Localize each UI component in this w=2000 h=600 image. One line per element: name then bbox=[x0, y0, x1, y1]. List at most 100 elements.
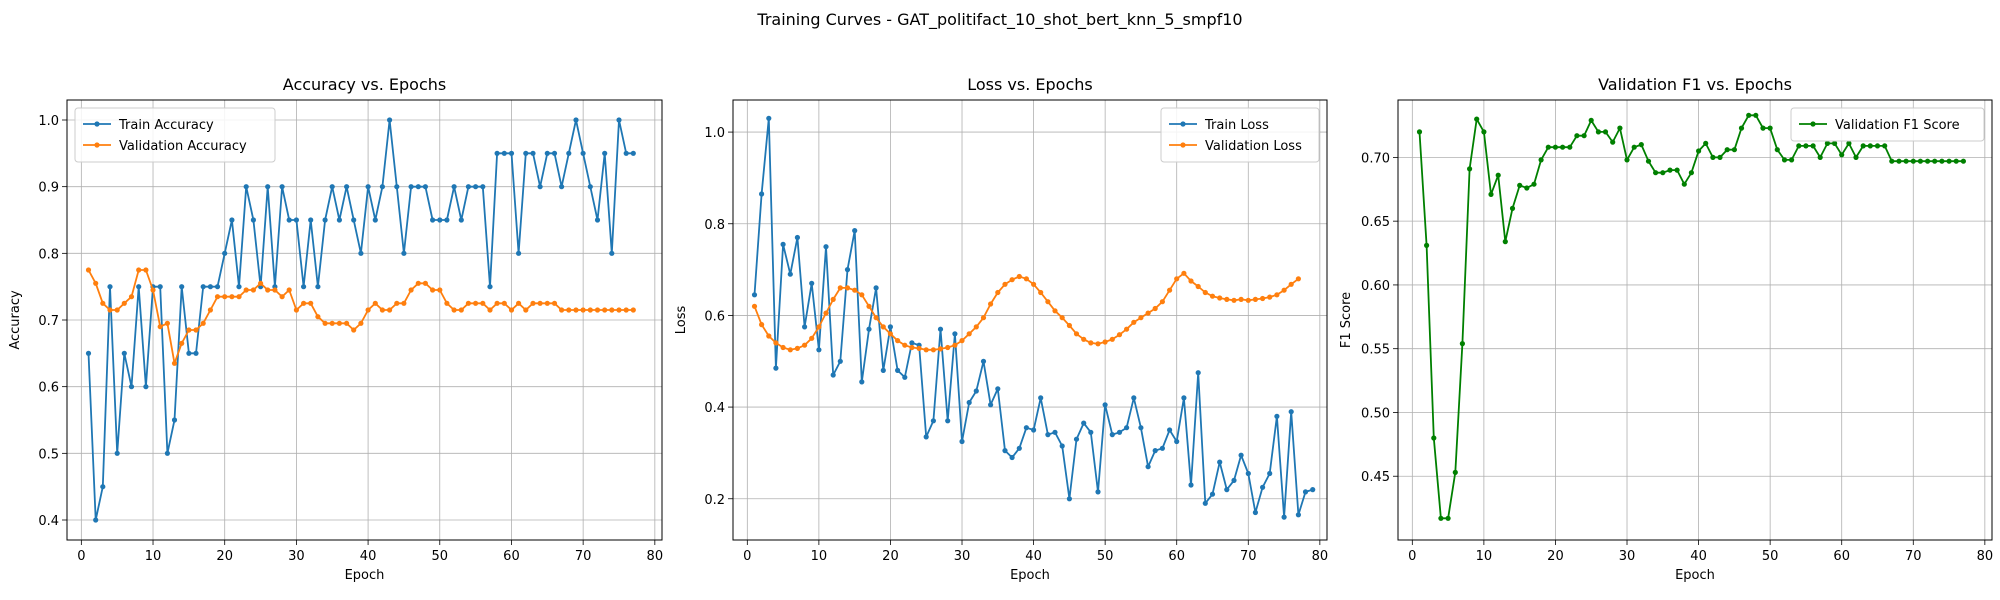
data-point bbox=[930, 347, 937, 353]
data-point bbox=[1217, 459, 1223, 465]
data-point bbox=[258, 280, 264, 286]
data-point bbox=[530, 150, 536, 156]
chart-panel-2: 0 10 20 30 40 50 60 70 80 0.2 0.4 0.6 0.8 1.0 Loss vs.… bbox=[674, 75, 1328, 583]
data-point bbox=[1467, 166, 1473, 172]
data-point bbox=[93, 517, 99, 523]
data-point bbox=[1753, 112, 1759, 118]
data-point bbox=[136, 284, 142, 290]
data-point bbox=[143, 267, 149, 273]
data-point bbox=[1095, 489, 1101, 495]
data-point bbox=[487, 284, 493, 290]
data-point bbox=[787, 271, 793, 277]
data-point bbox=[1560, 144, 1566, 150]
data-point bbox=[859, 292, 865, 298]
data-point bbox=[1774, 147, 1780, 153]
data-point bbox=[372, 300, 378, 306]
legend-box bbox=[74, 107, 276, 163]
data-point bbox=[1159, 299, 1165, 305]
data-point bbox=[1731, 147, 1737, 153]
data-point bbox=[1882, 143, 1888, 149]
x-tick-label: 0 bbox=[77, 549, 85, 564]
data-point bbox=[587, 184, 593, 190]
data-point bbox=[1674, 167, 1680, 173]
data-point bbox=[1803, 143, 1809, 149]
data-point bbox=[430, 217, 436, 223]
data-point bbox=[286, 287, 292, 293]
data-point bbox=[516, 250, 522, 256]
data-point bbox=[1796, 143, 1802, 149]
data-point bbox=[1438, 515, 1444, 521]
data-point bbox=[372, 217, 378, 223]
data-point bbox=[773, 340, 779, 346]
data-point bbox=[1610, 139, 1616, 145]
data-point bbox=[1202, 289, 1208, 296]
data-point bbox=[787, 347, 793, 353]
data-point bbox=[114, 450, 120, 456]
legend-label: Train Accuracy bbox=[118, 118, 214, 133]
data-point bbox=[995, 386, 1001, 392]
data-point bbox=[128, 294, 135, 300]
data-point bbox=[415, 184, 421, 190]
data-point bbox=[1917, 158, 1923, 164]
data-point bbox=[1416, 129, 1423, 135]
data-point bbox=[1181, 395, 1187, 401]
data-point bbox=[265, 287, 271, 293]
data-point bbox=[351, 327, 357, 333]
chart-title: Validation F1 vs. Epochs bbox=[1598, 75, 1792, 94]
data-point bbox=[480, 184, 486, 190]
data-point bbox=[365, 184, 371, 190]
data-point bbox=[193, 350, 199, 356]
data-point bbox=[1874, 143, 1881, 149]
data-point bbox=[1131, 395, 1137, 401]
data-point bbox=[973, 324, 979, 330]
data-point bbox=[243, 184, 249, 190]
data-point bbox=[322, 217, 328, 223]
data-point bbox=[1238, 452, 1244, 458]
data-point bbox=[866, 303, 872, 309]
data-point bbox=[573, 117, 579, 123]
x-tick-label: 50 bbox=[1762, 549, 1779, 564]
data-point bbox=[1231, 477, 1237, 483]
data-point bbox=[1581, 133, 1587, 139]
data-point bbox=[1760, 125, 1766, 131]
x-tick-label: 20 bbox=[1547, 549, 1564, 564]
data-point bbox=[837, 285, 843, 291]
data-point bbox=[773, 365, 779, 371]
data-point bbox=[1066, 322, 1072, 329]
data-point bbox=[580, 150, 586, 156]
data-point bbox=[1767, 125, 1773, 131]
data-point bbox=[573, 307, 579, 313]
data-point bbox=[344, 184, 350, 190]
data-point bbox=[1138, 315, 1144, 321]
data-point bbox=[1217, 295, 1223, 301]
data-point bbox=[444, 217, 450, 223]
data-point bbox=[387, 117, 393, 123]
data-point bbox=[602, 150, 608, 156]
data-point bbox=[1088, 340, 1094, 346]
data-point bbox=[1310, 487, 1316, 493]
y-tick-label: 0.9 bbox=[38, 181, 59, 196]
data-point bbox=[823, 244, 829, 250]
data-point bbox=[315, 314, 321, 320]
data-point bbox=[880, 324, 886, 330]
legend-box bbox=[1160, 107, 1320, 163]
legend-marker bbox=[94, 142, 100, 148]
plot-frame bbox=[66, 99, 663, 541]
data-point bbox=[1932, 158, 1938, 164]
y-tick-label: 0.60 bbox=[1361, 279, 1390, 294]
x-axis-label: Epoch bbox=[1010, 568, 1050, 583]
data-point bbox=[1167, 427, 1173, 433]
data-point bbox=[501, 300, 507, 306]
data-point bbox=[1696, 148, 1702, 154]
data-point bbox=[85, 350, 92, 356]
data-point bbox=[465, 300, 471, 306]
data-point bbox=[551, 150, 558, 156]
data-point bbox=[1960, 158, 1966, 164]
data-point bbox=[1588, 117, 1594, 123]
data-point bbox=[1459, 341, 1465, 347]
data-point bbox=[1116, 332, 1123, 338]
data-point bbox=[1181, 270, 1187, 276]
data-point bbox=[501, 150, 507, 156]
data-point bbox=[1595, 129, 1601, 135]
x-tick-label: 60 bbox=[1833, 549, 1850, 564]
